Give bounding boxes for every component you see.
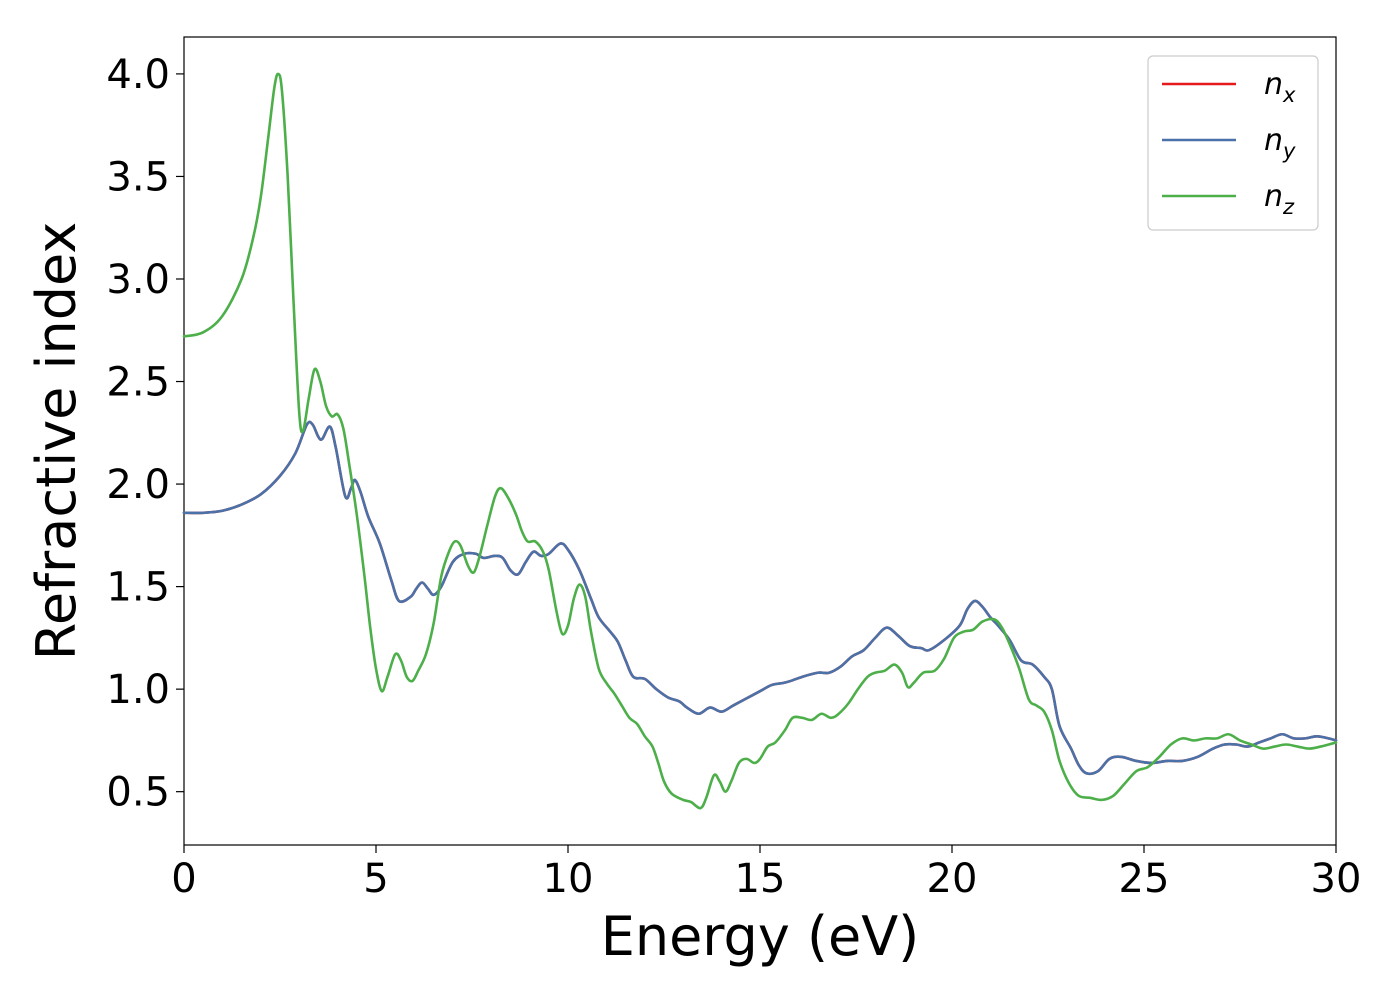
plot-frame [183, 36, 1337, 846]
y-tick-label: 2.0 [106, 462, 170, 508]
y-tick-label: 4.0 [106, 52, 170, 98]
series-line-n-y [182, 420, 1338, 775]
y-tick-label: 3.5 [106, 154, 170, 200]
plot-area [182, 36, 1338, 846]
y-tick-label: 1.0 [106, 667, 170, 713]
legend-label-n-x: nx [1264, 67, 1296, 107]
legend-box [1147, 55, 1319, 231]
y-tick-label: 1.5 [106, 565, 170, 611]
y-tick-label: 2.5 [106, 360, 170, 406]
y-axis-ticks: 0.5 1.0 1.5 2.0 2.5 3.0 3.5 4.0 [106, 52, 184, 816]
x-tick-label: 10 [543, 856, 594, 902]
x-tick-label: 30 [1311, 856, 1362, 902]
series-layer [182, 72, 1338, 810]
y-tick-label: 3.0 [106, 257, 170, 303]
series-line-n-z [182, 72, 1338, 810]
x-tick-label: 15 [735, 856, 786, 902]
y-axis-title: Refractive index [25, 222, 88, 661]
legend-label-n-y: ny [1264, 123, 1296, 163]
legend: nx ny nz [1147, 55, 1319, 231]
x-tick-label: 20 [927, 856, 978, 902]
legend-label-n-z: nz [1264, 179, 1295, 219]
x-tick-label: 0 [171, 856, 196, 902]
x-tick-label: 25 [1119, 856, 1170, 902]
x-axis-title: Energy (eV) [601, 905, 920, 968]
x-axis-ticks: 0 5 10 15 20 25 30 [171, 845, 1361, 902]
x-tick-label: 5 [363, 856, 388, 902]
legend-items: nx ny nz [1162, 67, 1296, 219]
y-tick-label: 0.5 [106, 770, 170, 816]
